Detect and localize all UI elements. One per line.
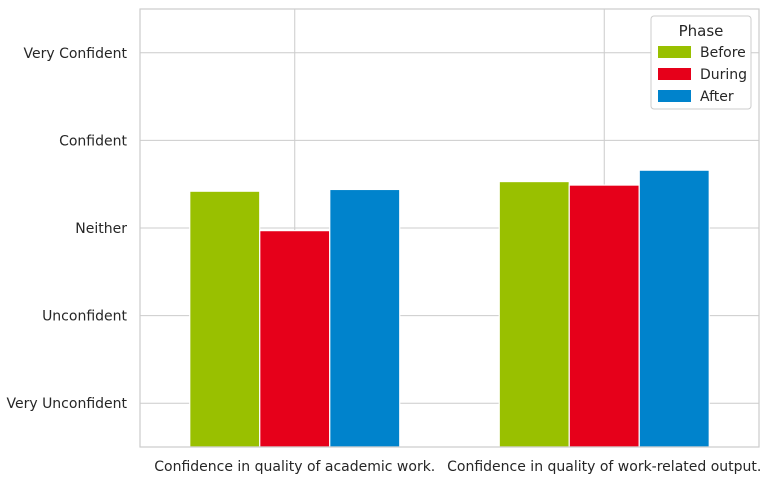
legend: Phase Before During After: [650, 15, 752, 110]
legend-swatch-before: [658, 46, 691, 58]
y-tick-label: Confident: [59, 133, 127, 149]
x-tick-labels: Confidence in quality of academic work. C…: [154, 459, 761, 475]
bar-during: [568, 184, 640, 448]
bars: [189, 169, 710, 448]
y-tick-label: Very Confident: [24, 46, 128, 62]
y-tick-label: Very Unconfident: [6, 396, 127, 412]
bar-before: [189, 190, 261, 448]
bar-before: [498, 180, 570, 448]
legend-items: Before During After: [658, 45, 747, 105]
x-tick-label: Confidence in quality of work-related ou…: [447, 459, 761, 475]
plot-frame: [139, 8, 760, 448]
bar-after: [638, 169, 710, 448]
legend-label-during: During: [700, 67, 747, 83]
legend-title: Phase: [679, 22, 724, 40]
legend-box: [650, 15, 752, 110]
legend-label-after: After: [700, 89, 734, 105]
y-tick-label: Unconfident: [42, 309, 127, 325]
y-tick-label: Neither: [75, 221, 127, 237]
legend-swatch-during: [658, 68, 691, 80]
x-tick-label: Confidence in quality of academic work.: [154, 459, 435, 475]
legend-swatch-after: [658, 90, 691, 102]
bar-during: [259, 230, 331, 448]
legend-label-before: Before: [700, 45, 746, 61]
bar-after: [329, 188, 401, 448]
y-tick-labels: Very Unconfident Unconfident Neither Confid…: [6, 46, 127, 412]
